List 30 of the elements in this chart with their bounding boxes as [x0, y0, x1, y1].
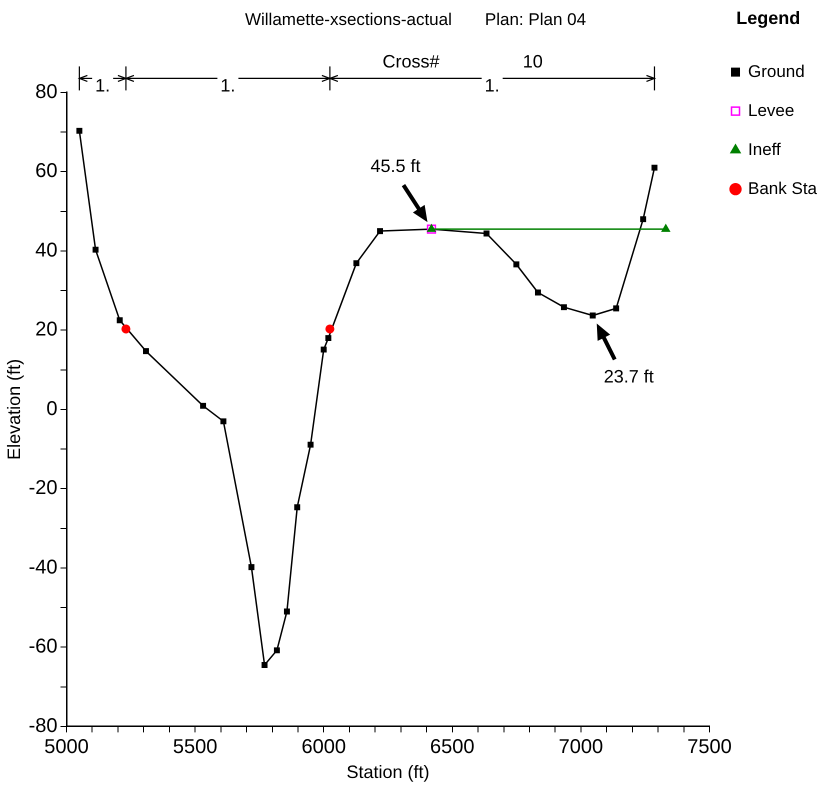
x-tick-label: 5500 — [172, 736, 218, 758]
x-tick-label: 7500 — [687, 736, 732, 758]
legend-label: Ineff — [748, 140, 782, 159]
y-tick-label: -80 — [28, 714, 58, 737]
annotation: 45.5 ft — [370, 156, 420, 176]
y-axis-title: Elevation (ft) — [4, 358, 24, 460]
y-tick-label: -20 — [28, 477, 58, 500]
text: 10 — [522, 51, 543, 72]
annotation: 1. — [220, 75, 236, 96]
legend-label: Levee — [748, 100, 794, 120]
y-tick-label: 40 — [35, 239, 58, 262]
y-tick-label: 0 — [46, 398, 58, 420]
legend-title: Legend — [736, 8, 800, 28]
y-tick-label: 60 — [35, 160, 58, 182]
annotation: 1. — [484, 75, 500, 96]
annotation: 23.7 ft — [604, 366, 654, 386]
y-tick-label: 80 — [35, 80, 58, 103]
chart-title: Willamette-xsections-actual Plan: Plan 04 — [244, 10, 586, 29]
annotation: 1. — [95, 75, 110, 96]
legend-label: Ground — [748, 62, 805, 81]
x-axis-title: Station (ft) — [346, 762, 430, 782]
text: Cross# — [382, 51, 440, 72]
legend-label: Bank Sta — [748, 178, 818, 198]
x-tick-label: 6000 — [301, 736, 346, 758]
x-tick-label: 6500 — [430, 736, 475, 758]
x-tick-label: 7000 — [558, 736, 604, 758]
y-tick-label: -40 — [28, 556, 58, 578]
x-tick-label: 5000 — [44, 736, 89, 758]
y-tick-label: -60 — [28, 636, 58, 658]
y-tick-label: 20 — [35, 318, 58, 341]
